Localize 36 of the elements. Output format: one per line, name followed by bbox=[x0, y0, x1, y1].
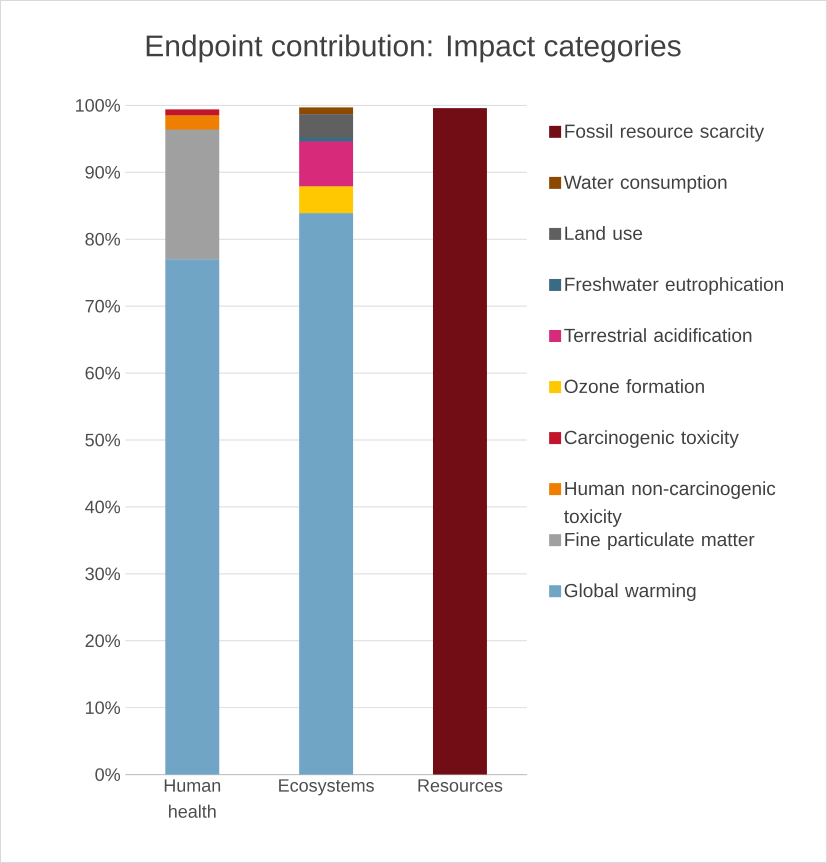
y-tick-label: 30% bbox=[85, 567, 120, 580]
y-tick-label: 0% bbox=[95, 768, 120, 781]
y-tick-label: 20% bbox=[86, 634, 120, 648]
y-tick-label: 10% bbox=[86, 701, 120, 714]
bar bbox=[165, 259, 220, 775]
x-tick-label: Human health bbox=[164, 779, 220, 818]
legend-label: Water consumption bbox=[564, 174, 726, 193]
bar bbox=[165, 115, 220, 130]
legend-label: Carcinogenic toxicity bbox=[564, 430, 739, 448]
bar bbox=[299, 213, 354, 775]
bar bbox=[165, 109, 220, 116]
y-tick-label: 40% bbox=[85, 500, 120, 514]
y-tick-label: 70% bbox=[86, 300, 120, 313]
y-tick-label: 90% bbox=[85, 166, 120, 179]
y-tick-label: 100% bbox=[76, 99, 120, 112]
legend-label: Fine particulate matter bbox=[565, 532, 754, 550]
bar bbox=[299, 114, 354, 138]
y-tick-label: 60% bbox=[86, 366, 120, 380]
bar bbox=[432, 108, 487, 775]
bar bbox=[299, 142, 354, 186]
legend-label: Freshwater eutrophication bbox=[565, 277, 783, 295]
legend-label: Land use bbox=[565, 226, 642, 240]
chart-title: Endpoint contribution: Impact categories bbox=[146, 34, 681, 62]
x-tick-label: Resources bbox=[418, 779, 502, 792]
bar bbox=[299, 138, 354, 142]
legend-label: Global warming bbox=[564, 583, 696, 602]
x-tick-label: Ecosystems bbox=[279, 779, 374, 796]
legend-label: Fossil resource scarcity bbox=[565, 124, 764, 142]
bar bbox=[299, 107, 354, 114]
y-tick-label: 50% bbox=[85, 434, 120, 446]
legend-label: Ozone formation bbox=[564, 379, 704, 394]
bar bbox=[299, 186, 354, 214]
bar bbox=[165, 129, 220, 260]
y-tick-label: 80% bbox=[85, 232, 120, 246]
legend-label: Human non-carcinogenic toxicity bbox=[564, 481, 776, 527]
legend-label: Terrestrial acidification bbox=[564, 328, 752, 342]
